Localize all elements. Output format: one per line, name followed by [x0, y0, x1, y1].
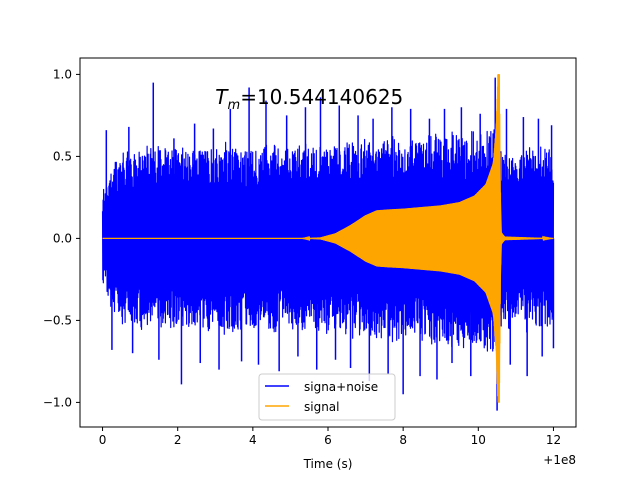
legend-label-signal: signal	[304, 400, 340, 414]
series-signal	[102, 74, 554, 403]
x-tick-label: 8	[399, 433, 407, 447]
annotation-tm: Tm=10.544140625	[215, 85, 403, 113]
x-tick-label: 10	[471, 433, 486, 447]
legend-frame	[258, 373, 396, 421]
x-axis-offset-label: +1e8	[543, 453, 576, 467]
y-tick-label: 0.5	[53, 149, 72, 163]
x-tick-label: 6	[324, 433, 332, 447]
y-tick-label: 1.0	[53, 67, 72, 81]
y-tick-label: 0.0	[53, 231, 72, 245]
annotation-value: =10.544140625	[240, 85, 403, 109]
x-axis-label: Time (s)	[303, 457, 353, 471]
annotation-math-main: T	[215, 85, 229, 109]
y-tick-label: −1.0	[43, 395, 72, 409]
annotation-math-sub: m	[228, 98, 241, 113]
series-signal-band	[102, 74, 554, 403]
x-tick-label: 0	[99, 433, 107, 447]
y-tick-label: −0.5	[43, 313, 72, 327]
axes: 0 2 4 6 8 10 12 −1.0 −0.5 0.0 0.5 1.0	[43, 57, 577, 447]
legend-label-signa-noise: signa+noise	[304, 380, 378, 394]
x-tick-label: 2	[174, 433, 182, 447]
x-tick-label: 4	[249, 433, 257, 447]
legend: signa+noise signal	[258, 373, 396, 421]
x-tick-label: 12	[546, 433, 561, 447]
